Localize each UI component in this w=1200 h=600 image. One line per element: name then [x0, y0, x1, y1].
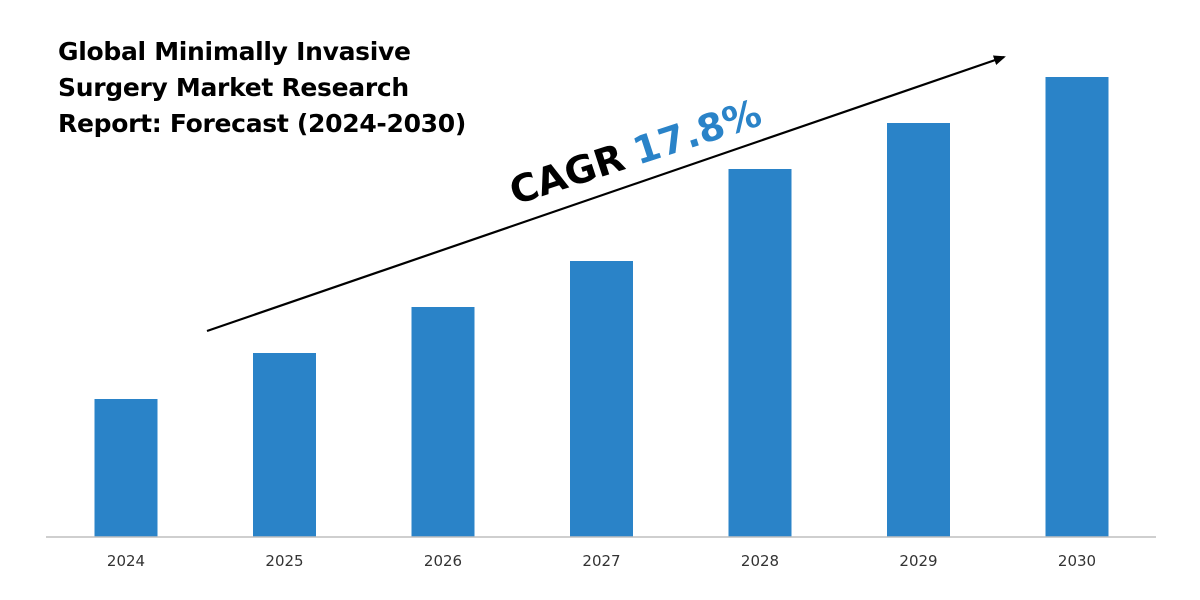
bars-group: [94, 77, 1109, 537]
x-tick-label-2025: 2025: [265, 552, 303, 570]
bar-2024: [94, 399, 158, 537]
x-tick-label-2029: 2029: [899, 552, 937, 570]
bar-2030: [1045, 77, 1109, 537]
bar-2029: [887, 123, 950, 537]
x-tick-label-2027: 2027: [582, 552, 620, 570]
x-tick-label-2028: 2028: [741, 552, 779, 570]
x-tick-labels: 2024 2025 2026 2027 2028 2029 2030: [107, 552, 1096, 570]
x-tick-label-2024: 2024: [107, 552, 145, 570]
trend-arrow: [206, 55, 1006, 333]
cagr-value: 17.8%: [628, 91, 767, 174]
bar-2026: [411, 307, 475, 537]
bar-2025: [253, 353, 316, 537]
bar-2028: [728, 169, 792, 537]
x-tick-label-2030: 2030: [1058, 552, 1096, 570]
title-line-3: Report: Forecast (2024-2030): [58, 109, 466, 138]
chart-title: Global Minimally Invasive Surgery Market…: [58, 34, 478, 142]
cagr-prefix: CAGR: [504, 135, 630, 213]
title-line-1: Global Minimally Invasive: [58, 37, 411, 66]
title-line-2: Surgery Market Research: [58, 73, 409, 102]
bar-2027: [570, 261, 633, 537]
x-tick-label-2026: 2026: [424, 552, 462, 570]
